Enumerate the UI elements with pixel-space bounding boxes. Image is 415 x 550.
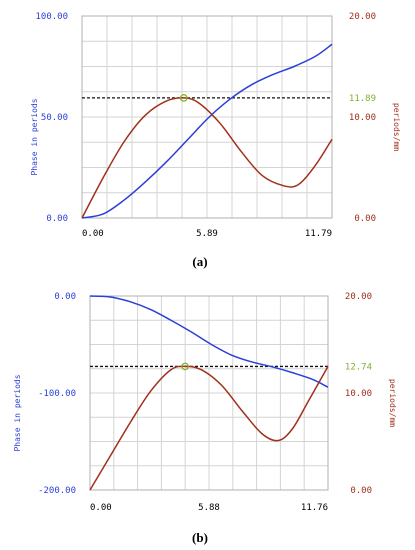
left-axis-tick-label: 50.00 [41,113,68,123]
max-marker [179,94,188,102]
x-axis-tick-label: 0.00 [82,229,104,239]
max-marker [181,362,189,371]
right-axis-tick-label: 20.00 [349,12,376,22]
left-axis-tick-label: 100.00 [35,12,68,22]
x-axis-tick-label: 0.00 [90,503,112,513]
max-value-label: 12.74 [345,362,372,372]
right-axis-label: periods/mm [388,379,397,427]
chart-panel-1: 0.00 50.00 100.00 0.00 10.00 20.00 0.00 5.89 11.… [30,12,401,269]
x-axis-tick-label: 5.89 [196,229,218,239]
right-axis-tick-label: 0.00 [350,486,372,496]
panel-label: (a) [192,254,207,269]
max-value-label: 11.89 [349,94,376,104]
x-axis-tick-label: 11.76 [301,503,328,513]
right-axis-label: periods/mm [392,103,401,151]
panel-label: (b) [192,530,208,545]
left-axis-tick-label: 0.00 [46,214,68,224]
left-axis-tick-label: 0.00 [54,292,76,302]
phase-curve [81,43,333,219]
plot-frame [89,295,329,491]
left-axis-tick-label: -200.00 [38,486,76,496]
left-axis-label: Phase in periods [30,98,39,175]
right-axis-tick-label: 0.00 [354,214,376,224]
right-axis-tick-label: 20.00 [345,292,372,302]
x-axis-tick-label: 5.88 [198,503,220,513]
frequency-curve [89,365,329,491]
right-axis-tick-label: 10.00 [349,113,376,123]
chart-panel-2: -200.00 -100.00 0.00 0.00 10.00 20.00 0.00 5.88… [13,292,397,545]
left-axis-label: Phase in periods [13,374,22,451]
x-axis-tick-label: 11.79 [305,229,332,239]
plot-frame [81,15,333,219]
frequency-curve [81,97,333,219]
right-axis-tick-label: 10.00 [345,389,372,399]
left-axis-tick-label: -100.00 [38,389,76,399]
phase-curve [89,295,329,388]
